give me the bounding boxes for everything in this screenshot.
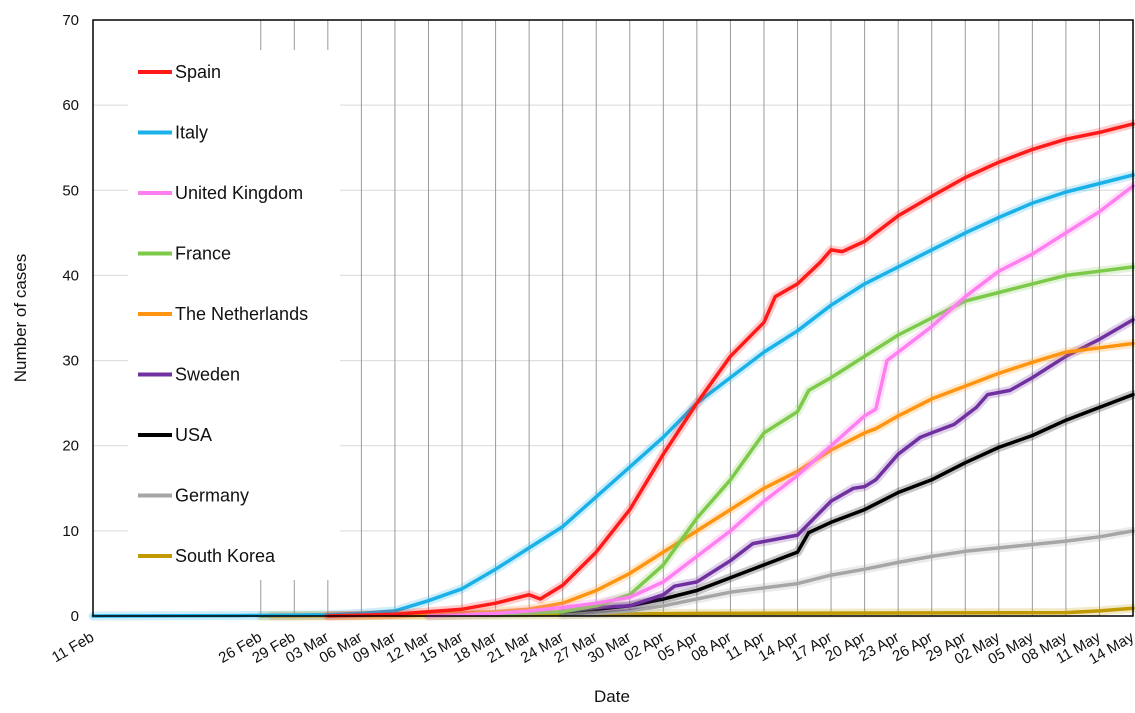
series-line bbox=[560, 529, 1135, 617]
legend-label: South Korea bbox=[175, 546, 276, 566]
legend: Spain Italy United Kingdom France The Nether… bbox=[128, 50, 340, 580]
y-tick-label: 10 bbox=[62, 523, 79, 540]
y-tick-label: 0 bbox=[71, 608, 79, 625]
y-tick-label: 40 bbox=[62, 267, 79, 284]
plot-frame bbox=[92, 19, 1134, 617]
y-tick-label: 50 bbox=[62, 182, 79, 199]
x-axis-title: Date bbox=[594, 687, 630, 706]
legend-label: Spain bbox=[175, 62, 221, 82]
series-halo bbox=[424, 181, 1135, 621]
y-tick-label: 60 bbox=[62, 97, 79, 114]
x-tick-label: 11 Feb bbox=[49, 629, 97, 667]
y-axis-title: Number of cases bbox=[11, 254, 30, 383]
legend-label: France bbox=[175, 244, 231, 264]
legend-label: Germany bbox=[175, 486, 249, 506]
y-tick-label: 70 bbox=[62, 12, 79, 29]
legend-label: The Netherlands bbox=[175, 304, 308, 324]
legend-label: Sweden bbox=[175, 365, 240, 385]
y-tick-label: 30 bbox=[62, 353, 79, 370]
series-line bbox=[426, 184, 1135, 618]
legend-label: United Kingdom bbox=[175, 183, 303, 203]
legend-label: USA bbox=[175, 425, 212, 445]
series-line bbox=[560, 317, 1135, 614]
series-line bbox=[326, 122, 1135, 618]
legend-label: Italy bbox=[175, 123, 208, 143]
series-lines bbox=[88, 119, 1135, 621]
y-tick-label: 20 bbox=[62, 438, 79, 455]
series-line bbox=[560, 392, 1135, 614]
